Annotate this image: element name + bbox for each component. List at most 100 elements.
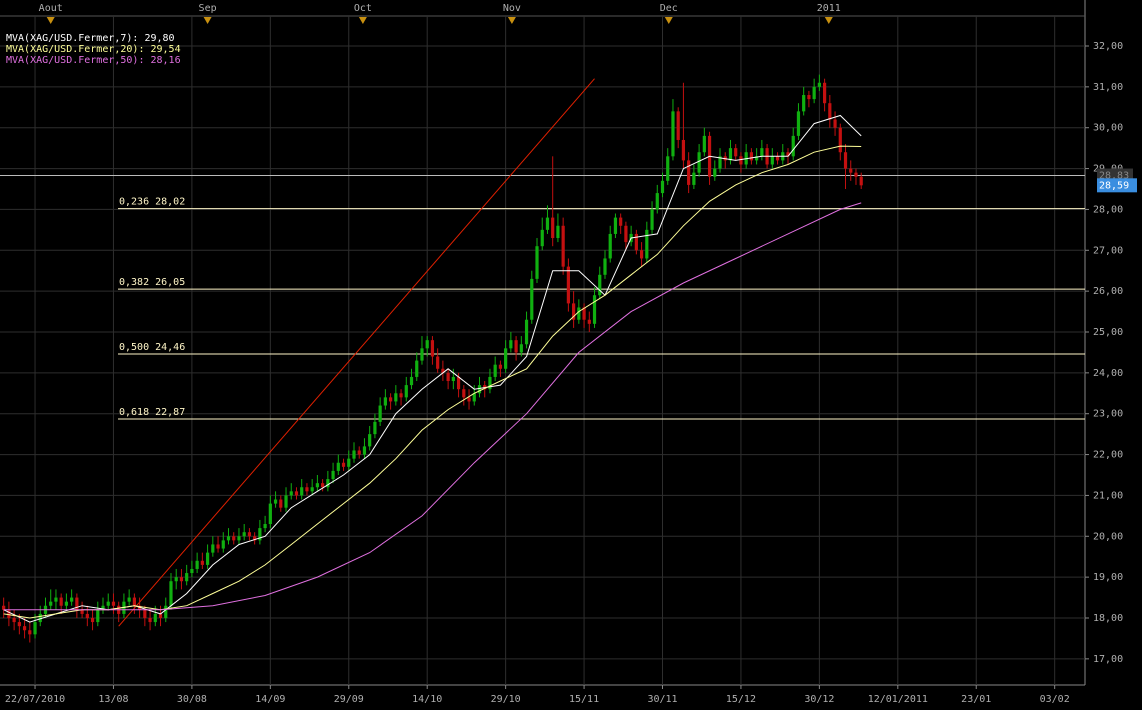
candle-body [493, 364, 497, 377]
candle-body [681, 139, 686, 161]
candle-body [582, 307, 586, 320]
y-tick-label: 21,00 [1093, 490, 1123, 501]
candle-body [587, 319, 591, 324]
candle-body [666, 156, 670, 181]
candle-body [739, 156, 743, 165]
candle-body [368, 434, 372, 447]
fib-label: 0,618 22,87 [119, 407, 185, 418]
candle-body [843, 152, 848, 169]
candle-body [718, 156, 722, 169]
candle-body [624, 225, 628, 243]
candle-body [59, 597, 63, 606]
candle-body [2, 605, 6, 610]
x-tick-label: 30/12 [804, 694, 834, 705]
x-tick-label: 12/01/2011 [868, 694, 928, 705]
candle-body [545, 217, 550, 230]
candle-body [221, 540, 225, 549]
top-tick-marker [824, 17, 833, 24]
candle-body [352, 450, 356, 459]
trend-line [118, 78, 595, 627]
x-tick-label: 14/10 [412, 694, 442, 705]
candle-body [362, 446, 367, 455]
moving-average-line [3, 202, 862, 611]
candle-body [394, 393, 398, 402]
candle-body [535, 246, 539, 279]
x-tick-label: 29/09 [334, 694, 364, 705]
candle-body [158, 613, 163, 618]
top-tick-marker [507, 17, 516, 24]
top-tick-label: 2011 [817, 3, 841, 14]
candle-body [404, 385, 408, 398]
candle-body [195, 560, 199, 569]
candle-body [38, 613, 42, 623]
candle-body [80, 609, 84, 614]
x-tick-label: 13/08 [98, 694, 128, 705]
top-tick-marker [203, 17, 212, 24]
candle-body [509, 340, 513, 349]
candle-body [357, 450, 361, 455]
candle-body [347, 458, 351, 467]
candle-body [467, 397, 471, 402]
candle-body [833, 119, 837, 128]
candle-body [613, 217, 618, 234]
candle-body [263, 524, 267, 529]
candle-body [572, 303, 576, 320]
candle-body [634, 233, 638, 251]
candle-body [268, 503, 272, 525]
candle-body [185, 573, 189, 582]
candle-body [28, 630, 32, 635]
candle-body [446, 372, 450, 382]
candle-body [164, 605, 168, 618]
candle-body [383, 397, 387, 406]
y-tick-label: 24,00 [1093, 368, 1123, 379]
candle-body [106, 601, 110, 606]
candle-body [556, 225, 560, 239]
candle-body [854, 172, 858, 177]
candle-body [300, 487, 304, 496]
candle-body [33, 622, 37, 635]
candle-body [179, 577, 184, 582]
candle-body [796, 111, 801, 136]
candle-body [760, 148, 764, 157]
candle-body [336, 462, 340, 471]
candle-body [519, 344, 523, 353]
candle-body [488, 376, 492, 390]
candle-body [817, 82, 821, 87]
candle-body [823, 82, 827, 104]
candle-body [258, 528, 262, 541]
y-tick-label: 17,00 [1093, 654, 1123, 665]
candle-body [310, 487, 314, 492]
candle-body [441, 368, 445, 373]
candle-body [22, 626, 27, 631]
candle-body [655, 193, 659, 210]
candle-body [378, 405, 382, 422]
candle-body [326, 479, 330, 488]
candle-body [676, 111, 680, 140]
candle-body [859, 176, 863, 186]
candle-body [472, 393, 476, 402]
x-tick-label: 14/09 [255, 694, 285, 705]
candle-body [54, 597, 58, 602]
candle-body [838, 127, 842, 153]
top-tick-label: Oct [354, 3, 372, 14]
x-tick-label: 15/12 [726, 694, 756, 705]
top-tick-label: Aout [39, 3, 63, 14]
x-tick-label: 23/01 [961, 694, 991, 705]
candle-body [807, 95, 811, 100]
candle-body [190, 568, 194, 574]
legend-entry: MVA(XAG/USD.Fermer,20): 29,54 [6, 44, 181, 55]
top-tick-marker [358, 17, 367, 24]
candle-body [148, 617, 152, 623]
candle-body [127, 597, 131, 602]
top-tick-label: Dec [660, 3, 678, 14]
candle-body [728, 148, 733, 161]
fib-label: 0,382 26,05 [119, 277, 185, 288]
candle-body [692, 172, 696, 185]
candle-body [242, 532, 246, 537]
top-tick-marker [664, 17, 673, 24]
candle-body [226, 536, 231, 541]
candle-body [498, 364, 503, 369]
candle-body [791, 135, 795, 157]
x-tick-label: 15/11 [569, 694, 599, 705]
candle-body [425, 340, 429, 349]
